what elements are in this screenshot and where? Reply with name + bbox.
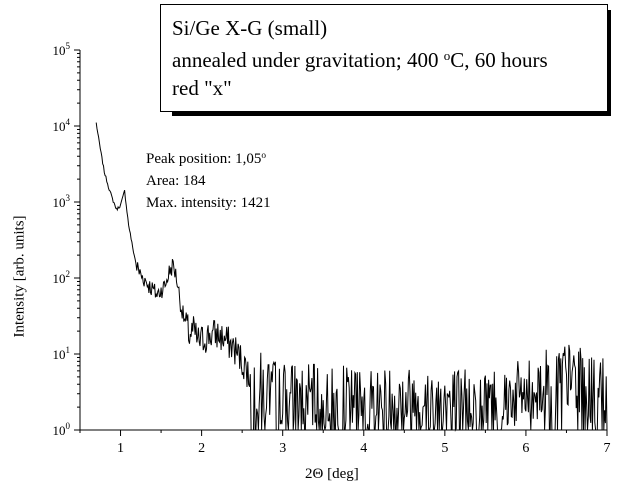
degree-sup: o — [443, 47, 451, 63]
legend-condition: annealed under gravitation; 400 oC, 60 h… — [172, 47, 548, 72]
x-tick-label: 1 — [117, 441, 124, 456]
legend: Si/Ge X-G (small) annealed under gravita… — [160, 4, 611, 116]
x-tick-label: 6 — [522, 441, 529, 456]
annotation-area: Area: 184 — [146, 173, 206, 189]
legend-frame — [160, 4, 608, 112]
y-tick-label: 102 — [53, 269, 71, 286]
legend-shadow — [607, 10, 611, 114]
y-tick-label: 105 — [53, 41, 71, 58]
y-axis-title: Intensity [arb. units] — [11, 215, 28, 338]
series-line — [95, 122, 608, 432]
y-tick-label: 103 — [53, 193, 71, 210]
x-tick-label: 3 — [279, 441, 286, 456]
y-axis: 100 101 102 103 104 105 — [53, 41, 80, 438]
legend-sample: red "x" — [172, 76, 232, 100]
annotation-max-intensity: Max. intensity: 1421 — [146, 195, 271, 211]
plot-area — [79, 50, 607, 431]
x-tick-label: 7 — [604, 441, 611, 456]
annotation-peak-position: Peak position: 1,05o — [146, 150, 267, 167]
x-tick-label: 4 — [360, 441, 367, 456]
x-tick-label: 2 — [198, 441, 205, 456]
x-axis: 1 2 3 4 5 6 7 — [79, 430, 611, 456]
y-tick-label: 101 — [53, 345, 71, 362]
y-tick-label: 100 — [53, 421, 71, 438]
x-tick-label: 5 — [441, 441, 448, 456]
legend-shadow — [172, 111, 611, 116]
y-tick-label: 104 — [53, 117, 71, 134]
x-axis-title: 2Θ [deg] — [305, 466, 359, 482]
legend-title: Si/Ge X-G (small) — [172, 16, 328, 40]
